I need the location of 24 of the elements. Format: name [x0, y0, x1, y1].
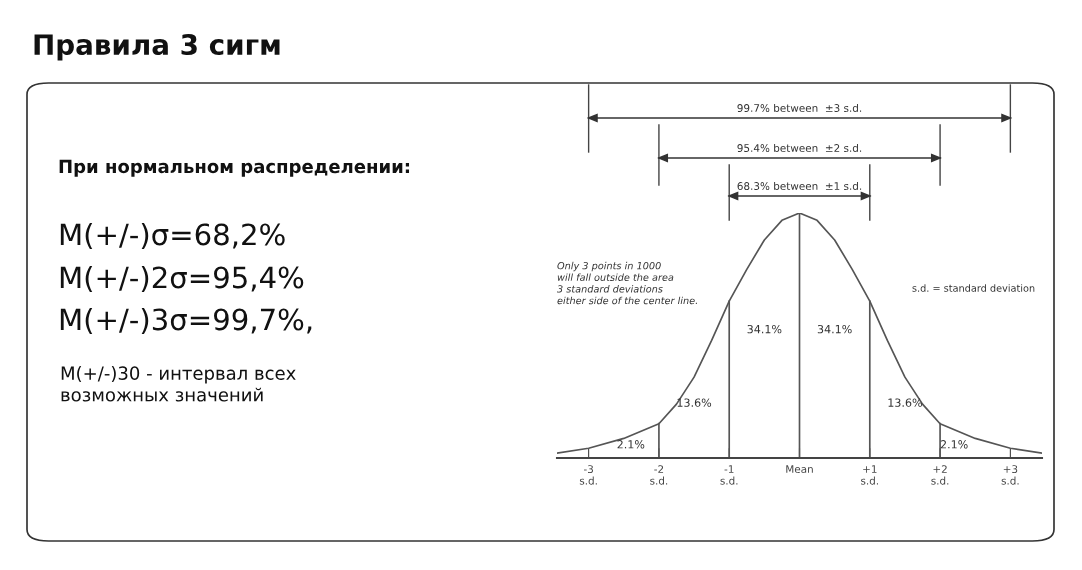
- annotation: 2.1%: [617, 440, 645, 449]
- text: При нормальном распределении:: [59, 159, 410, 177]
- annotation: s.d. = standard deviation: [912, 284, 1035, 292]
- annotation: 2.1%: [940, 440, 968, 449]
- x-tick-label: -3 s.d.: [579, 465, 597, 485]
- annotation: 13.6%: [888, 398, 922, 407]
- text: 99.7% between ±3 s.d.: [737, 103, 862, 112]
- x-tick-label: -1 s.d.: [720, 465, 738, 485]
- text: 95.4% between ±2 s.d.: [737, 143, 862, 152]
- annotation: 34.1%: [747, 324, 782, 334]
- x-tick-label: +3 s.d.: [1001, 465, 1019, 485]
- text: 68.3% between ±1 s.d.: [737, 181, 862, 190]
- text: M(+/-)30 - интервал всех возможных значений: [61, 366, 296, 402]
- text: M(+/-)3σ=99,7%,: [60, 307, 312, 334]
- text: M(+/-)σ=68,2%: [60, 222, 285, 249]
- x-tick-label: +2 s.d.: [931, 465, 949, 485]
- x-tick-label: +1 s.d.: [861, 465, 878, 485]
- text: M(+/-)2σ=95,4%: [60, 265, 304, 292]
- x-tick-label: Mean: [786, 465, 813, 474]
- annotation: 34.1%: [817, 324, 852, 334]
- text: Правила 3 сигм: [34, 34, 280, 61]
- annotation: 13.6%: [677, 398, 712, 407]
- x-tick-label: -2 s.d.: [650, 465, 668, 485]
- annotation: Only 3 points in 1000 will fall outside the area 3 standard deviations either side of the center line.: [557, 261, 697, 305]
